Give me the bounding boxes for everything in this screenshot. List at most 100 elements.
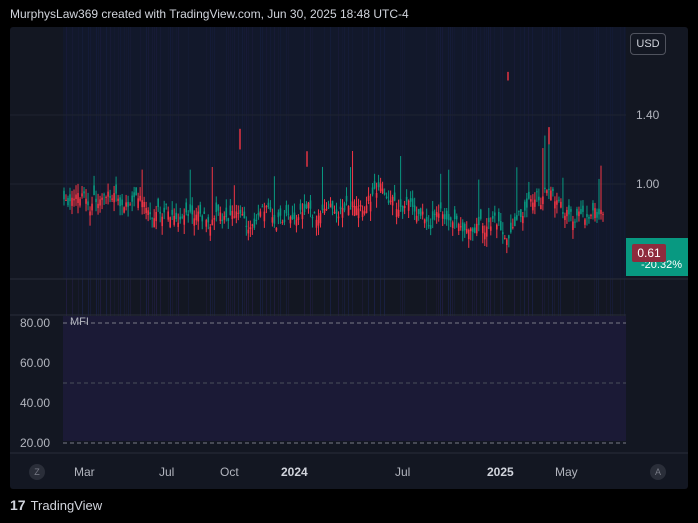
mfi-y-label-60: 60.00: [20, 356, 51, 370]
candle-body: [359, 204, 362, 207]
candle-body: [401, 205, 404, 212]
candle-body: [311, 217, 314, 219]
candle-body: [512, 227, 514, 229]
chart-canvas[interactable]: [10, 27, 688, 489]
candle-body: [67, 198, 69, 206]
candle-body: [508, 235, 510, 239]
time-label-jul-2024: Jul: [395, 465, 411, 479]
candle-body: [429, 225, 432, 229]
candle-body: [319, 213, 322, 224]
candle-body: [329, 203, 332, 208]
candle-body: [405, 196, 408, 202]
candle-body: [285, 205, 288, 214]
candle-body: [303, 203, 306, 213]
candle-body: [339, 206, 342, 210]
candle-body: [431, 211, 434, 220]
candle-body: [425, 217, 428, 222]
candle-body: [528, 191, 530, 199]
candle-body: [518, 210, 520, 212]
candle-body: [115, 184, 117, 194]
candle-body: [514, 216, 516, 227]
candle-body: [433, 213, 436, 215]
candle-body: [457, 224, 460, 232]
candle-body: [369, 201, 372, 212]
candle-body: [461, 222, 464, 232]
candle-body: [481, 225, 484, 234]
candle-body: [473, 227, 476, 233]
candle-body: [479, 209, 482, 219]
candle-body: [243, 211, 246, 219]
candle-body: [177, 222, 180, 227]
candle-body: [215, 202, 218, 213]
candle-body: [201, 215, 204, 222]
candle-body: [586, 214, 588, 217]
candle-body: [159, 211, 161, 214]
candle-body: [489, 226, 492, 231]
candle-body: [399, 199, 402, 207]
candle-body: [147, 210, 149, 216]
candle-body: [377, 182, 380, 188]
time-label-may: May: [555, 465, 578, 479]
candle-body: [483, 232, 486, 240]
candle-body: [219, 212, 222, 222]
candle-body: [510, 222, 512, 233]
candle-body: [548, 188, 550, 191]
candle-body: [335, 209, 338, 215]
candle-body: [417, 209, 420, 215]
brand-name: TradingView: [30, 497, 103, 513]
candle-body: [333, 211, 336, 214]
candle-body: [83, 191, 85, 194]
candle-body: [119, 197, 121, 207]
candle-body: [151, 217, 153, 219]
candle-body: [592, 202, 594, 211]
candlestick-series: [63, 71, 604, 254]
candle-body: [225, 207, 228, 218]
candle-body: [594, 208, 596, 219]
candle-body: [133, 192, 135, 198]
mfi-y-label-20: 20.00: [20, 436, 51, 450]
candle-body: [117, 198, 119, 201]
candle-body: [455, 215, 458, 220]
candle-body: [107, 191, 109, 197]
candle-body: [385, 196, 388, 199]
candle-body: [443, 214, 446, 220]
candle-body: [540, 205, 542, 210]
candle-body: [381, 188, 384, 193]
candle-body: [391, 196, 394, 206]
candle-body: [63, 190, 65, 200]
candle-body: [245, 225, 248, 227]
zoom-toggle-button[interactable]: Z: [29, 464, 45, 480]
candle-body: [387, 200, 390, 203]
candle-body: [193, 218, 196, 226]
candle-body: [227, 218, 230, 222]
candle-body: [131, 195, 133, 202]
candle-body: [261, 206, 264, 208]
candle-body: [331, 200, 334, 209]
candle-body: [143, 201, 145, 207]
auto-scale-button[interactable]: A: [650, 464, 666, 480]
candle-body: [195, 214, 198, 221]
candle-body: [467, 230, 470, 240]
candle-body: [596, 211, 598, 218]
candle-body: [361, 210, 364, 218]
currency-button[interactable]: USD: [630, 33, 666, 55]
candle-body: [161, 216, 163, 227]
candle-body: [231, 210, 234, 220]
mfi-label: MFI: [70, 316, 89, 328]
candle-body: [550, 190, 552, 201]
candle-body: [149, 212, 151, 215]
candle-body: [498, 211, 500, 222]
attribution-text: MurphysLaw369 created with TradingView.c…: [10, 7, 409, 21]
candle-body: [309, 200, 312, 209]
candle-body: [582, 205, 584, 212]
chart-frame[interactable]: USD 1.40 1.00 -20.32% 0.61 MFI 80.00 60.…: [10, 27, 688, 489]
candle-body: [69, 194, 71, 202]
candle-body: [602, 214, 604, 216]
candle-body: [500, 221, 502, 231]
last-price-tag: 0.61: [632, 244, 666, 262]
candle-body: [263, 211, 266, 222]
candle-body: [445, 210, 448, 220]
time-label-2025: 2025: [487, 465, 514, 479]
candle-body: [313, 212, 316, 214]
candle-body: [295, 219, 298, 226]
